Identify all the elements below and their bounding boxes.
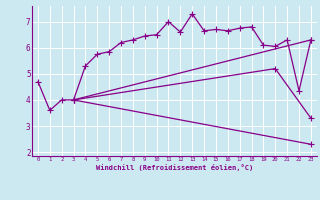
X-axis label: Windchill (Refroidissement éolien,°C): Windchill (Refroidissement éolien,°C) bbox=[96, 164, 253, 171]
